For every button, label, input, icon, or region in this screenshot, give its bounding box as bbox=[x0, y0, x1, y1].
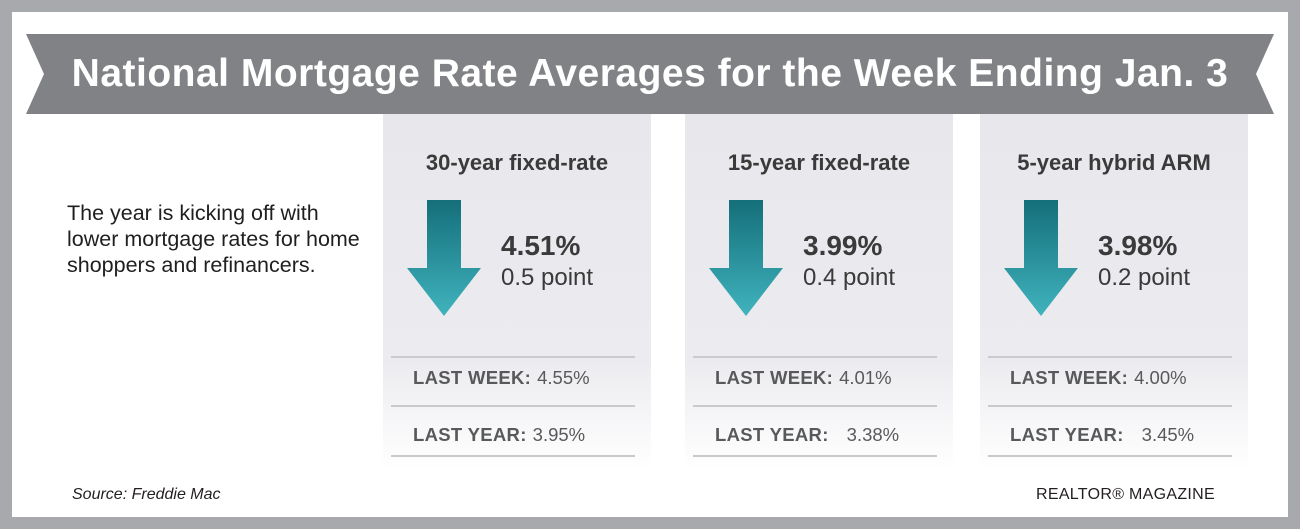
last-year-label: LAST YEAR: bbox=[1010, 424, 1124, 445]
rate-change: 0.5 point bbox=[501, 264, 594, 291]
current-rate: 4.51% bbox=[501, 230, 581, 261]
banner-ribbon-shape bbox=[26, 34, 1274, 114]
card-title: 15-year fixed-rate bbox=[727, 150, 911, 175]
last-week-value: 4.00% bbox=[1134, 367, 1187, 388]
last-year-value: 3.38% bbox=[846, 424, 900, 445]
last-week-row: LAST WEEK: 4.55% bbox=[413, 367, 623, 389]
card-title: 5-year hybrid ARM bbox=[1017, 150, 1211, 175]
last-week-row: LAST WEEK: 4.01% bbox=[715, 367, 925, 389]
last-year-value: 3.95% bbox=[532, 424, 586, 445]
divider bbox=[391, 455, 635, 457]
last-year-row: LAST YEAR: 3.95% bbox=[413, 424, 623, 446]
down-arrow-icon bbox=[407, 200, 481, 316]
down-arrow-icon bbox=[1004, 200, 1078, 316]
last-year-label: LAST YEAR: bbox=[413, 424, 527, 445]
divider bbox=[988, 455, 1232, 457]
last-week-value: 4.55% bbox=[537, 367, 590, 388]
last-year-value: 3.45% bbox=[1141, 424, 1195, 445]
last-week-label: LAST WEEK: bbox=[1010, 367, 1129, 388]
divider bbox=[391, 356, 635, 358]
card-title: 30-year fixed-rate bbox=[425, 150, 609, 175]
last-year-row: LAST YEAR: 3.45% bbox=[1010, 424, 1220, 446]
source-note: Source: Freddie Mac bbox=[72, 486, 221, 503]
last-week-label: LAST WEEK: bbox=[413, 367, 532, 388]
divider bbox=[391, 405, 635, 407]
rate-change: 0.4 point bbox=[803, 264, 896, 291]
divider bbox=[693, 455, 937, 457]
down-arrow-icon bbox=[709, 200, 783, 316]
divider bbox=[988, 356, 1232, 358]
intro-text: The year is kicking off with lower mortg… bbox=[67, 201, 360, 277]
title-banner: National Mortgage Rate Averages for the … bbox=[26, 34, 1274, 114]
rate-card-30-year: 30-year fixed-rate 4.51% 0.5 point LAST … bbox=[383, 114, 651, 469]
last-week-row: LAST WEEK: 4.00% bbox=[1010, 367, 1220, 389]
rate-card-15-year: 15-year fixed-rate 3.99% 0.4 point LAST … bbox=[685, 114, 953, 469]
page-title: National Mortgage Rate Averages for the … bbox=[71, 52, 1229, 95]
current-rate: 3.99% bbox=[803, 230, 883, 261]
rate-change: 0.2 point bbox=[1098, 264, 1191, 291]
current-rate: 3.98% bbox=[1098, 230, 1178, 261]
divider bbox=[693, 405, 937, 407]
last-week-value: 4.01% bbox=[839, 367, 892, 388]
infographic-frame: National Mortgage Rate Averages for the … bbox=[12, 12, 1288, 517]
rate-card-5-year-arm: 5-year hybrid ARM 3.98% 0.2 point LAST W… bbox=[980, 114, 1248, 469]
divider bbox=[988, 405, 1232, 407]
divider bbox=[693, 356, 937, 358]
last-year-label: LAST YEAR: bbox=[715, 424, 829, 445]
brand-logo: REALTOR® MAGAZINE bbox=[1036, 486, 1215, 503]
last-year-row: LAST YEAR: 3.38% bbox=[715, 424, 925, 446]
last-week-label: LAST WEEK: bbox=[715, 367, 834, 388]
